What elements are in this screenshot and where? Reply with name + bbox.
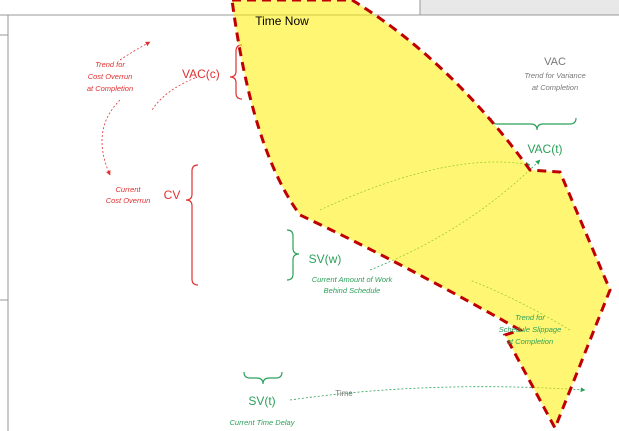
annotation: Current	[115, 185, 141, 194]
background-window	[420, 0, 619, 15]
annotation: Behind Schedule	[324, 286, 381, 295]
chart: Time Now Time VAC(c) Trend for Cost Over…	[0, 0, 619, 431]
annotation: Schedule Slippage	[499, 325, 562, 334]
annotation: Trend for	[515, 313, 545, 322]
annotation: SV(w)	[309, 252, 342, 266]
annotation: VAC(t)	[527, 142, 562, 156]
annotation: VAC(c)	[182, 67, 220, 81]
annotation: Trend for Variance	[524, 71, 585, 80]
annotation: Trend for	[95, 60, 125, 69]
annotation: VAC	[544, 56, 566, 68]
annotation: Current Time Delay	[230, 418, 296, 427]
annotation: at Completion	[87, 84, 133, 93]
annotation: at Completion	[532, 83, 578, 92]
annotation: CV	[164, 188, 181, 202]
annotation: Current Amount of Work	[312, 275, 394, 284]
page: {"chart_data": {"type": "line", "title":…	[0, 0, 619, 431]
x-axis-label: Time	[335, 389, 353, 398]
chart-title: Time Now	[255, 14, 309, 28]
annotation: SV(t)	[248, 394, 275, 408]
annotation: at Completion	[507, 337, 553, 346]
annotation: Cost Overrun	[106, 196, 151, 205]
annotation: Cost Overrun	[88, 72, 133, 81]
